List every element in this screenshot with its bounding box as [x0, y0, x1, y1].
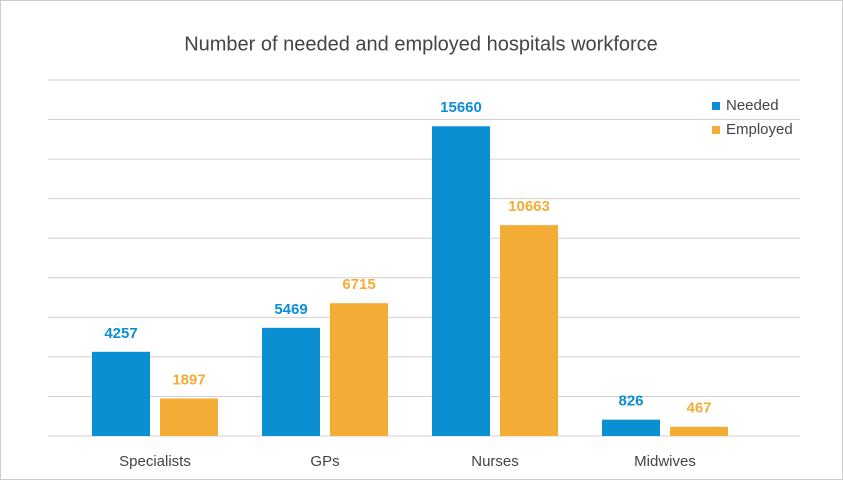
x-tick-label: Specialists [119, 453, 191, 470]
value-label: 10663 [508, 198, 550, 215]
bar [670, 426, 728, 436]
bar [262, 327, 320, 436]
value-label: 4257 [104, 325, 137, 342]
legend-label: Employed [726, 121, 793, 138]
legend-swatch [712, 126, 720, 134]
legend-label: Needed [726, 97, 779, 114]
value-label: 1897 [172, 371, 205, 388]
bar [500, 225, 558, 436]
value-label: 5469 [274, 301, 307, 318]
x-tick-label: GPs [310, 453, 339, 470]
value-label: 826 [618, 393, 643, 410]
x-tick-label: Midwives [634, 453, 696, 470]
bar [92, 351, 150, 436]
legend-swatch [712, 102, 720, 110]
bar [602, 419, 660, 436]
bar [330, 303, 388, 436]
chart-title: Number of needed and employed hospitals … [184, 33, 658, 55]
value-label: 467 [686, 400, 711, 417]
bar [432, 126, 490, 436]
value-label: 15660 [440, 99, 482, 116]
x-tick-label: Nurses [471, 453, 519, 470]
bar [160, 398, 218, 436]
value-label: 6715 [342, 276, 375, 293]
